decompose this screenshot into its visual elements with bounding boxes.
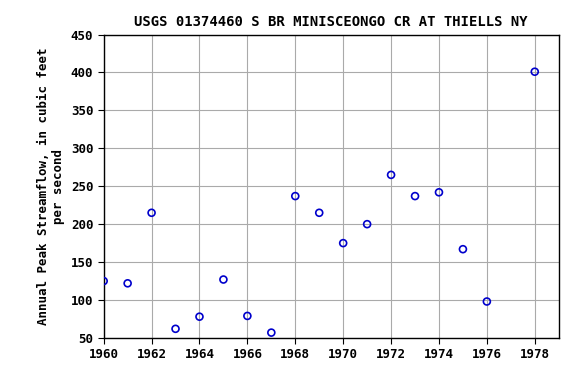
Point xyxy=(434,189,444,195)
Point xyxy=(339,240,348,246)
Point xyxy=(123,280,132,286)
Title: USGS 01374460 S BR MINISCEONGO CR AT THIELLS NY: USGS 01374460 S BR MINISCEONGO CR AT THI… xyxy=(134,15,528,29)
Point xyxy=(411,193,420,199)
Point xyxy=(386,172,396,178)
Y-axis label: Annual Peak Streamflow, in cubic feet
per second: Annual Peak Streamflow, in cubic feet pe… xyxy=(37,48,65,325)
Point xyxy=(242,313,252,319)
Point xyxy=(99,278,108,284)
Point xyxy=(147,210,156,216)
Point xyxy=(267,329,276,336)
Point xyxy=(362,221,372,227)
Point xyxy=(458,246,468,252)
Point xyxy=(530,69,539,75)
Point xyxy=(171,326,180,332)
Point xyxy=(482,298,491,305)
Point xyxy=(291,193,300,199)
Point xyxy=(195,314,204,320)
Point xyxy=(219,276,228,283)
Point xyxy=(314,210,324,216)
